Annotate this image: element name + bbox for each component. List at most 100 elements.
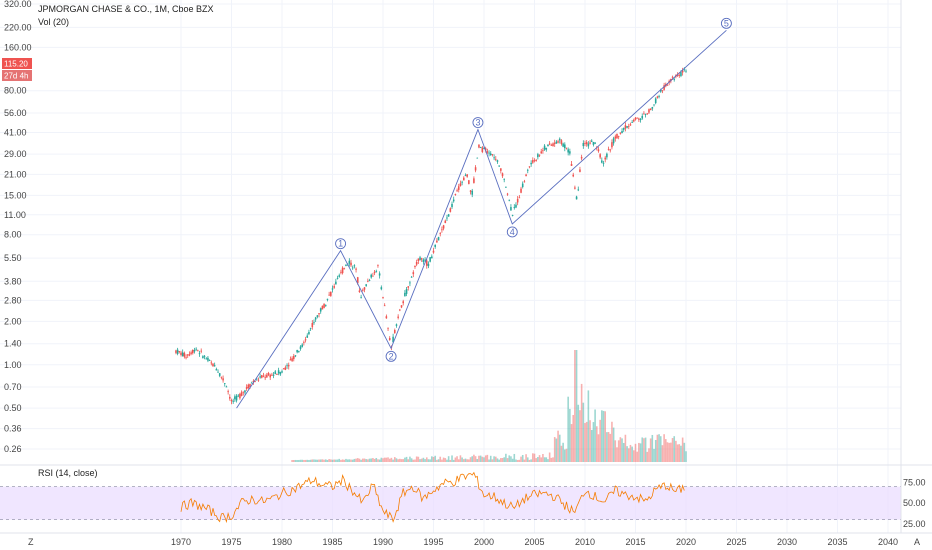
time-axis[interactable]: 1970 1975 1980 1985 1990 1995 2000 2005 2010 2015… <box>171 537 898 547</box>
volume-bar <box>402 459 404 462</box>
last-price-badge <box>2 58 32 69</box>
volume-bar <box>535 458 537 462</box>
candle-body <box>298 350 300 352</box>
candle-body <box>208 360 211 362</box>
volume-bar <box>432 456 435 462</box>
volume-bar <box>572 414 575 462</box>
volume-bar <box>631 446 633 462</box>
volume-bar <box>303 459 305 462</box>
volume-bar <box>665 439 667 462</box>
elliott-wave-lines[interactable]: 1 2 3 4 5 <box>236 17 732 409</box>
candle-body <box>383 305 386 307</box>
candle-body <box>614 136 617 139</box>
candle-body <box>410 276 413 278</box>
price-tick-label: 2.00 <box>4 316 22 326</box>
volume-bar <box>513 453 516 462</box>
candle-body <box>526 169 529 171</box>
candle-body <box>621 131 623 134</box>
candle-body <box>648 109 650 113</box>
rsi-tick-label: 50.00 <box>903 498 926 508</box>
candle-body <box>590 140 593 142</box>
candle-body <box>606 153 608 158</box>
volume-bar <box>309 459 312 462</box>
volume-bar <box>683 442 686 462</box>
candle-body <box>459 183 462 186</box>
volume-bar <box>619 437 622 462</box>
wave-marker[interactable] <box>335 238 347 250</box>
candle-body <box>681 70 684 73</box>
candle-body <box>245 387 248 389</box>
volume-bar <box>516 459 519 462</box>
volume-bar <box>673 436 676 462</box>
candle-body <box>375 271 378 273</box>
timezone-button[interactable]: Z <box>28 537 34 547</box>
candle-body <box>232 400 234 402</box>
candle-body <box>535 160 537 161</box>
volume-bar <box>678 444 681 462</box>
volume-bar <box>481 456 484 462</box>
candle-body <box>368 280 371 281</box>
volume-bar <box>417 456 420 462</box>
time-tick-label: 1990 <box>373 537 393 547</box>
candle-body <box>599 154 601 158</box>
price-tick-label: 56.00 <box>4 108 27 118</box>
candle-body <box>494 158 497 160</box>
time-tick-label: 2020 <box>676 537 696 547</box>
volume-bar <box>318 459 320 462</box>
candle-body <box>476 157 479 159</box>
volume-bar <box>412 459 415 462</box>
candle-body <box>505 186 507 188</box>
candle-body <box>195 348 197 350</box>
price-tick-label: 41.00 <box>4 128 27 138</box>
volume-bar <box>518 459 521 462</box>
volume-bar <box>321 459 324 462</box>
price-tick-label: 1.00 <box>4 360 22 370</box>
candle-body <box>392 336 394 343</box>
candle-body <box>441 229 443 231</box>
candle-body <box>528 166 531 168</box>
candle-body <box>550 144 553 146</box>
candle-body <box>373 271 376 274</box>
volume-bar <box>328 459 330 462</box>
auto-scale-button[interactable]: A <box>914 537 920 547</box>
wave-marker[interactable] <box>385 350 397 362</box>
volume-bar <box>511 458 514 462</box>
price-axis[interactable]: 320.00 220.00 160.00 115.20 80.00 56.00 41.00 2… <box>4 0 32 454</box>
rsi-pane <box>0 471 901 524</box>
volume-bar <box>296 459 298 462</box>
candle-body <box>198 353 201 355</box>
time-tick-label: 2030 <box>777 537 797 547</box>
volume-bar <box>595 426 598 462</box>
volume-bar <box>373 458 376 462</box>
candle-body <box>407 286 410 288</box>
volume-bar <box>378 459 381 462</box>
volume-bar <box>538 455 541 462</box>
candle-body <box>299 346 302 350</box>
time-tick-label: 1995 <box>424 537 444 547</box>
wave-marker[interactable] <box>506 226 518 238</box>
volume-bar <box>621 438 623 462</box>
wave-path[interactable] <box>236 30 727 409</box>
volume-bar <box>367 459 369 462</box>
candle-body <box>223 383 226 385</box>
candle-body <box>678 75 681 77</box>
candle-body <box>351 267 354 269</box>
candle-body <box>666 84 669 86</box>
volume-bar <box>500 458 502 462</box>
time-tick-label: 2025 <box>727 537 747 547</box>
candle-body <box>217 371 219 373</box>
volume-bar <box>491 459 494 462</box>
candle-body <box>363 287 366 290</box>
candle-body <box>218 373 221 376</box>
wave-marker[interactable] <box>720 17 732 29</box>
volume-bar <box>515 459 517 462</box>
volume-bar <box>523 459 526 462</box>
candle-body <box>399 309 401 311</box>
volume-bar <box>537 456 539 462</box>
wave-marker[interactable] <box>472 117 484 128</box>
candle-body <box>370 274 373 278</box>
candle-body <box>558 138 561 141</box>
candle-body <box>483 147 485 149</box>
candle-body <box>607 148 610 150</box>
